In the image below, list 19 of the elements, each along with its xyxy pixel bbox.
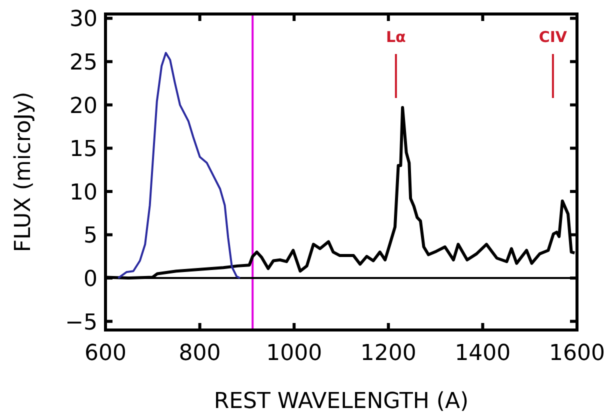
y-tick-label: −5: [65, 310, 98, 336]
y-tick-label: 15: [70, 137, 98, 162]
x-tick-label: 1600: [549, 341, 605, 366]
ref-line-label: Lα: [386, 28, 406, 46]
y-tick-label: 20: [70, 94, 98, 119]
line-series: [117, 52, 241, 280]
y-tick-label: 5: [84, 224, 98, 249]
y-tick-label: 10: [70, 180, 98, 206]
y-axis-title: FLUX (microJy): [11, 92, 36, 252]
x-tick-label: 1000: [266, 341, 322, 366]
y-tick-label: 25: [70, 50, 98, 76]
ref-line-label: CIV: [538, 28, 568, 46]
x-tick-label: 1200: [360, 341, 416, 366]
y-tick-label: 0: [84, 266, 98, 292]
x-tick-label: 800: [178, 341, 221, 366]
x-tick-label: 600: [84, 341, 126, 366]
x-tick-label: 1400: [454, 341, 511, 366]
x-axis-title: REST WAVELENGTH (A): [214, 389, 469, 414]
y-tick-label: 30: [70, 7, 98, 32]
